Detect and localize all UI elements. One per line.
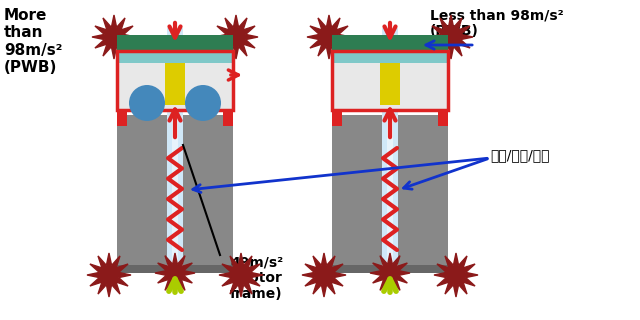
Polygon shape <box>302 253 346 297</box>
Text: More
than
98m/s²
(PWB): More than 98m/s² (PWB) <box>4 8 62 75</box>
Bar <box>117 35 233 51</box>
Bar <box>117 108 127 126</box>
Polygon shape <box>370 253 410 293</box>
Bar <box>332 51 448 63</box>
Bar <box>398 265 448 273</box>
Bar <box>117 115 167 265</box>
Polygon shape <box>92 15 136 59</box>
Polygon shape <box>307 15 351 59</box>
Bar <box>380 63 400 105</box>
Bar <box>332 108 342 126</box>
Bar <box>223 108 233 126</box>
Bar <box>117 51 233 63</box>
Polygon shape <box>219 253 263 297</box>
Bar <box>332 265 382 273</box>
Text: 49m/s²
(Motor
frame): 49m/s² (Motor frame) <box>230 255 283 301</box>
Polygon shape <box>214 15 258 59</box>
Bar <box>167 28 183 270</box>
Bar <box>117 265 167 273</box>
Bar <box>382 28 398 270</box>
Polygon shape <box>155 253 195 293</box>
Bar <box>117 55 233 110</box>
Bar <box>165 63 185 105</box>
Bar <box>438 108 448 126</box>
Bar <box>332 55 448 110</box>
Bar <box>183 115 233 265</box>
Text: Less than 98m/s²
(PWB): Less than 98m/s² (PWB) <box>430 8 564 38</box>
Bar <box>387 28 393 270</box>
Bar <box>398 115 448 265</box>
Circle shape <box>185 85 221 121</box>
Text: 震动/冲击/高温: 震动/冲击/高温 <box>490 148 550 162</box>
Circle shape <box>129 85 165 121</box>
Polygon shape <box>87 253 131 297</box>
Bar <box>172 28 178 270</box>
Bar <box>332 51 448 110</box>
Bar <box>117 51 233 110</box>
Bar <box>332 115 382 265</box>
Polygon shape <box>434 253 478 297</box>
Bar <box>183 265 233 273</box>
Bar <box>332 35 448 51</box>
Polygon shape <box>429 15 473 59</box>
